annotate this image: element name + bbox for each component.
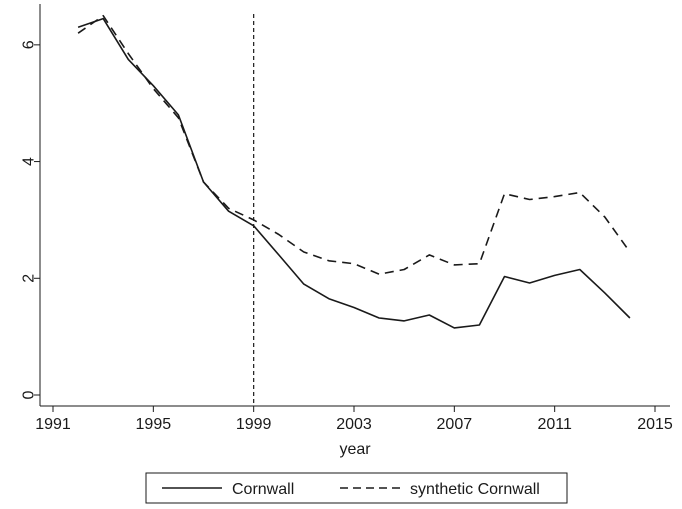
x-tick-label: 2003 bbox=[336, 416, 372, 433]
series-group bbox=[77, 14, 631, 329]
y-tick-label: 4 bbox=[21, 157, 38, 166]
axes: 1991 1995 1999 2003 2007 2011 2015 0 2 4 6 bbox=[21, 4, 673, 433]
series-line-synthetic-cornwall bbox=[77, 14, 631, 276]
x-tick-label: 2015 bbox=[637, 416, 673, 433]
series-line-cornwall bbox=[77, 17, 631, 329]
legend-label-cornwall: Cornwall bbox=[232, 481, 294, 498]
legend-label-synthetic-cornwall: synthetic Cornwall bbox=[410, 481, 540, 498]
x-tick-label: 1999 bbox=[236, 416, 272, 433]
x-tick-label: 1995 bbox=[136, 416, 172, 433]
y-tick-label: 0 bbox=[21, 390, 38, 399]
legend: Cornwall synthetic Cornwall bbox=[145, 472, 568, 504]
x-tick-label: 2007 bbox=[437, 416, 473, 433]
y-tick-label: 6 bbox=[21, 40, 38, 49]
x-tick-label: 1991 bbox=[35, 416, 71, 433]
x-tick-label: 2011 bbox=[537, 416, 572, 433]
x-axis-label: year bbox=[339, 441, 371, 458]
y-tick-label: 2 bbox=[21, 274, 38, 283]
